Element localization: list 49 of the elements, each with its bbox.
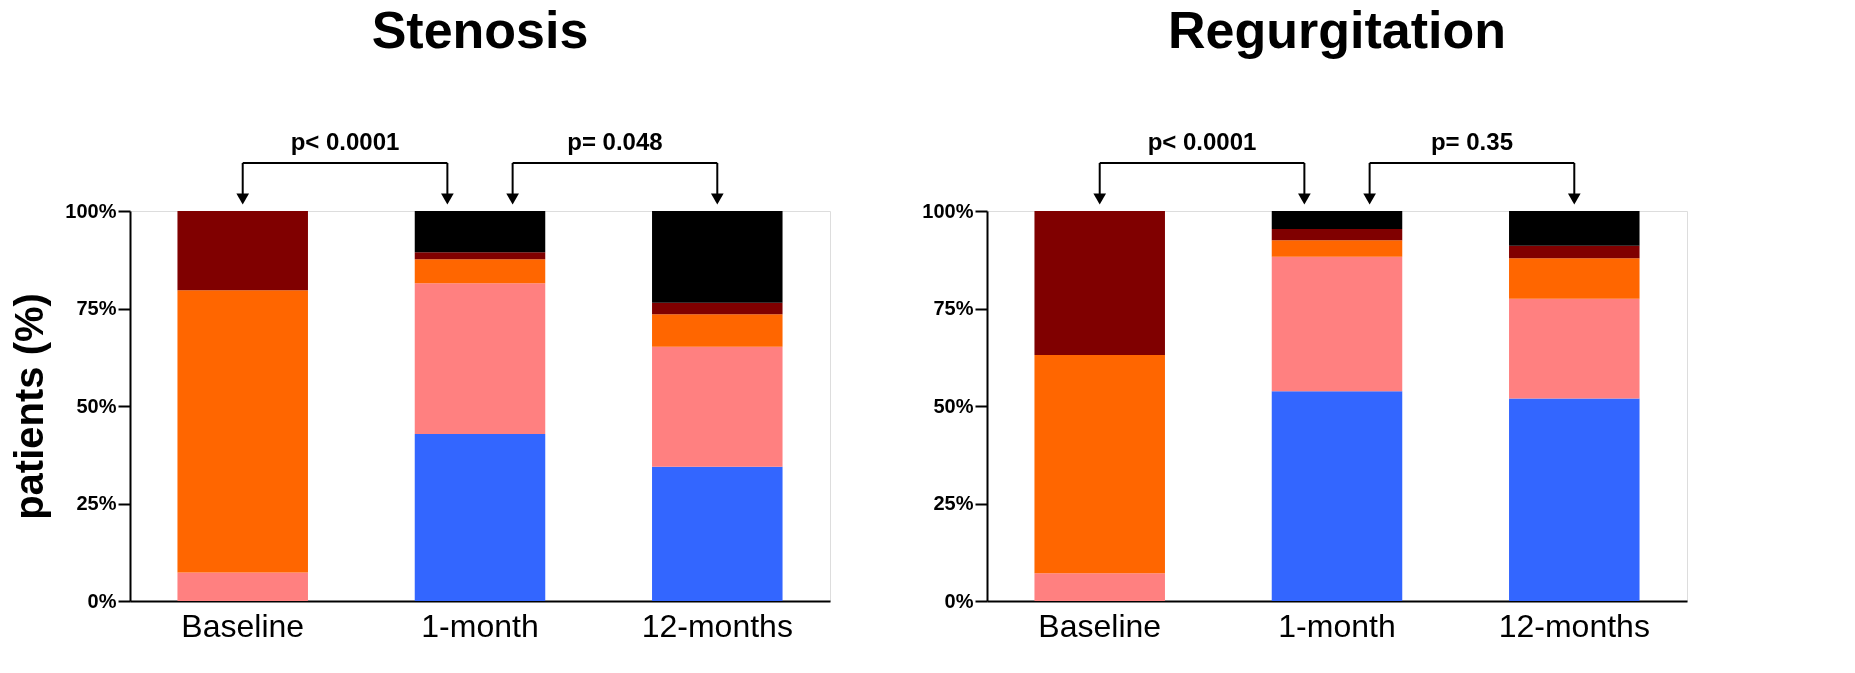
text: p< 0.0001 bbox=[290, 128, 400, 155]
y-tick-label: 100% bbox=[65, 199, 117, 222]
bar bbox=[1271, 211, 1403, 229]
bar bbox=[652, 314, 783, 347]
bar bbox=[652, 346, 783, 467]
y-tick-label: 25% bbox=[76, 492, 117, 514]
bar bbox=[177, 290, 308, 573]
text: p< 0.0001 bbox=[1147, 128, 1257, 155]
bar bbox=[1034, 211, 1165, 355]
y-tick-label: 0% bbox=[944, 589, 974, 612]
bar bbox=[652, 302, 783, 315]
text: p= 0.35 bbox=[1430, 128, 1513, 155]
x-tick-label: 12-months bbox=[1498, 607, 1650, 644]
x-tick-label: Baseline bbox=[1038, 607, 1162, 644]
bar bbox=[1271, 240, 1403, 257]
y-tick-label: 75% bbox=[933, 297, 974, 319]
y-tick-label: 75% bbox=[76, 297, 117, 319]
x-tick-label: 1-month bbox=[1278, 607, 1396, 644]
bar bbox=[1271, 391, 1403, 601]
bar bbox=[414, 252, 546, 260]
bar bbox=[1509, 398, 1640, 601]
bar bbox=[652, 466, 783, 601]
y-tick-label: 50% bbox=[76, 394, 117, 417]
bar bbox=[1509, 245, 1640, 259]
bar bbox=[177, 572, 308, 601]
y-tick-label: 0% bbox=[87, 589, 117, 612]
x-tick-label: 1-month bbox=[421, 607, 539, 644]
x-tick-label: Baseline bbox=[181, 607, 305, 644]
y-axis-title: patients (%) bbox=[7, 293, 52, 520]
bar bbox=[177, 211, 308, 291]
x-tick-label: 12-months bbox=[641, 607, 793, 644]
bar bbox=[414, 434, 546, 601]
y-tick-label: 50% bbox=[933, 394, 974, 417]
bar bbox=[1034, 573, 1165, 601]
bar bbox=[1271, 228, 1403, 241]
bar bbox=[652, 211, 783, 303]
bar bbox=[1509, 258, 1640, 299]
bar bbox=[1034, 354, 1165, 574]
bar bbox=[1509, 298, 1640, 399]
chart-title: Stenosis bbox=[371, 1, 589, 59]
bar bbox=[1509, 211, 1640, 246]
bar bbox=[414, 211, 546, 253]
bar bbox=[414, 283, 546, 435]
chart-title: Regurgitation bbox=[1168, 1, 1506, 59]
bar bbox=[1271, 256, 1403, 392]
y-tick-label: 25% bbox=[933, 492, 974, 514]
bar bbox=[414, 259, 546, 284]
text: p= 0.048 bbox=[567, 128, 663, 155]
y-tick-label: 100% bbox=[922, 199, 974, 222]
